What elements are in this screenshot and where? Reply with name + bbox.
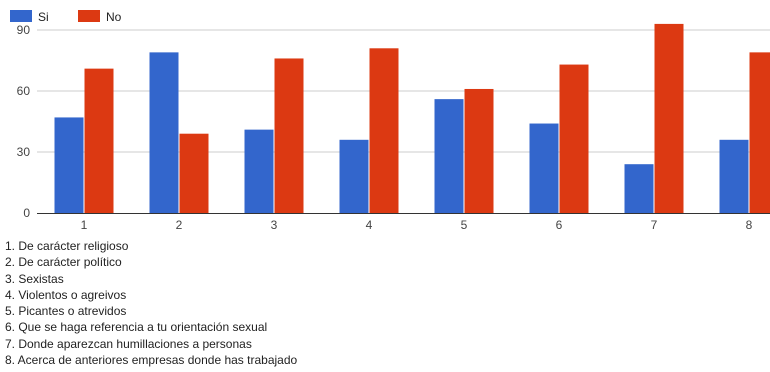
x-axis-ticks: 1 2 3 4 5 6 7 8	[81, 218, 753, 232]
bars	[54, 23, 770, 214]
note-item: 4. Violentos o agreivos	[5, 287, 127, 302]
bar-si-8[interactable]	[719, 139, 749, 213]
x-tick-label: 5	[461, 218, 468, 232]
legend-swatch-si	[10, 10, 32, 22]
x-tick-label: 1	[81, 218, 88, 232]
note-item: 8. Acerca de anteriores empresas donde h…	[5, 353, 298, 368]
note-item: 1. De carácter religioso	[5, 239, 129, 253]
legend: Si No	[10, 10, 122, 24]
bar-si-5[interactable]	[434, 99, 464, 213]
legend-swatch-no	[78, 10, 100, 22]
bar-no-7[interactable]	[654, 23, 684, 214]
bar-no-2[interactable]	[179, 133, 209, 213]
note-item: 7. Donde aparezcan humillaciones a perso…	[5, 336, 252, 351]
bar-si-7[interactable]	[624, 164, 654, 213]
bar-no-8[interactable]	[749, 52, 770, 213]
bar-si-6[interactable]	[529, 123, 559, 213]
bar-no-4[interactable]	[369, 48, 399, 213]
note-item: 6. Que se haga referencia a tu orientaci…	[5, 320, 268, 335]
y-tick-label: 90	[17, 23, 31, 37]
x-tick-label: 3	[271, 218, 278, 232]
bar-si-4[interactable]	[339, 139, 369, 213]
y-tick-label: 60	[17, 84, 31, 98]
y-tick-label: 30	[17, 145, 31, 159]
legend-label-no[interactable]: No	[106, 10, 122, 24]
bar-no-3[interactable]	[274, 58, 304, 213]
y-tick-label: 0	[23, 206, 30, 220]
bar-chart: Si No 0 30 60 90 1 2 3 4 5 6 7 8	[10, 10, 770, 232]
category-notes: 1. De carácter religioso 2. De carácter …	[5, 238, 297, 368]
legend-label-si[interactable]: Si	[38, 10, 49, 24]
note-item: 3. Sexistas	[5, 271, 64, 286]
bar-no-6[interactable]	[559, 64, 589, 213]
bar-no-5[interactable]	[464, 88, 494, 213]
x-tick-label: 4	[366, 218, 373, 232]
note-item: 5. Picantes o atrevidos	[5, 304, 127, 319]
x-tick-label: 8	[746, 218, 753, 232]
note-item: 2. De carácter político	[5, 255, 122, 270]
x-tick-label: 2	[176, 218, 183, 232]
y-axis-ticks: 0 30 60 90	[17, 23, 31, 220]
bar-si-3[interactable]	[244, 129, 274, 213]
bar-no-1[interactable]	[84, 68, 114, 213]
bar-si-1[interactable]	[54, 117, 84, 213]
x-tick-label: 7	[651, 218, 658, 232]
x-tick-label: 6	[556, 218, 563, 232]
bar-si-2[interactable]	[149, 52, 179, 213]
